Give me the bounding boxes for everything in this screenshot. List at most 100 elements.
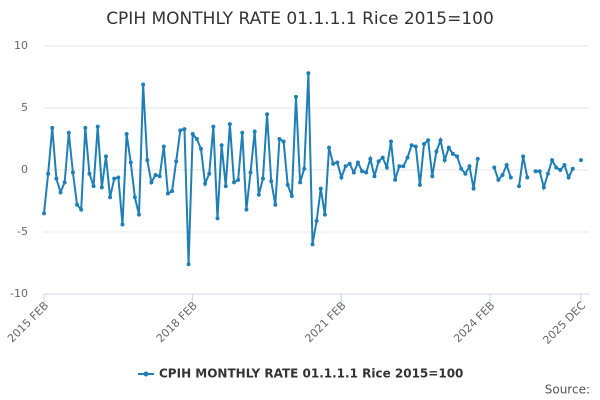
data-point xyxy=(545,171,550,176)
data-point xyxy=(355,160,360,165)
data-point xyxy=(442,158,447,163)
data-point xyxy=(153,172,158,177)
data-point xyxy=(310,242,315,247)
data-point xyxy=(108,195,113,200)
data-point xyxy=(157,174,162,179)
data-point xyxy=(75,202,80,207)
data-point xyxy=(248,170,253,175)
data-point xyxy=(467,164,472,169)
data-point xyxy=(265,112,270,117)
data-point xyxy=(314,218,319,223)
data-point xyxy=(446,145,451,150)
data-point xyxy=(298,180,303,185)
y-tick-label: -5 xyxy=(17,225,28,238)
data-point xyxy=(293,94,298,99)
x-tick-label: 2018 FEB xyxy=(154,299,200,345)
data-point xyxy=(203,181,208,186)
data-point xyxy=(533,169,538,174)
data-point xyxy=(289,194,294,199)
data-point xyxy=(112,176,117,181)
data-point xyxy=(455,154,460,159)
data-point xyxy=(256,192,261,197)
data-point xyxy=(579,158,583,163)
data-point xyxy=(66,130,71,135)
data-point xyxy=(327,145,332,150)
data-point xyxy=(236,177,241,182)
data-point xyxy=(401,164,406,169)
data-point xyxy=(223,184,228,189)
data-point xyxy=(335,160,340,165)
x-tick-label: 2015 FEB xyxy=(5,299,51,345)
data-point xyxy=(343,164,348,169)
data-point xyxy=(132,195,137,200)
data-point xyxy=(50,125,55,130)
data-point xyxy=(149,180,154,185)
data-point xyxy=(384,165,389,170)
data-point xyxy=(252,129,257,134)
data-point xyxy=(215,216,220,221)
data-point xyxy=(492,165,497,170)
data-point xyxy=(198,146,203,151)
legend-marker xyxy=(143,371,149,377)
data-point xyxy=(508,175,513,180)
data-point xyxy=(496,177,501,182)
data-point xyxy=(103,154,108,159)
data-point xyxy=(62,180,67,185)
data-point xyxy=(302,166,307,171)
data-point xyxy=(471,186,476,191)
data-point xyxy=(281,139,286,144)
y-tick-label: 5 xyxy=(21,101,28,114)
data-point xyxy=(430,174,435,179)
data-point xyxy=(211,124,216,129)
y-tick-label: 10 xyxy=(14,39,28,52)
data-point xyxy=(269,179,274,184)
data-point xyxy=(141,82,146,87)
data-point xyxy=(459,166,464,171)
data-point xyxy=(351,170,356,175)
y-tick-label: -10 xyxy=(10,287,28,300)
data-point xyxy=(46,171,51,176)
chart-title: CPIH MONTHLY RATE 01.1.1.1 Rice 2015=100 xyxy=(106,9,494,29)
data-point xyxy=(376,159,381,164)
data-point xyxy=(331,161,336,166)
data-point xyxy=(99,185,104,190)
data-point xyxy=(174,159,179,164)
data-point xyxy=(182,127,187,132)
x-tick-label: 2024 FEB xyxy=(451,299,497,345)
data-point xyxy=(186,262,191,267)
data-point xyxy=(558,168,563,172)
data-point xyxy=(91,184,96,189)
data-point xyxy=(562,163,567,168)
data-point xyxy=(463,171,468,176)
data-point xyxy=(434,149,439,154)
data-point xyxy=(83,125,88,130)
data-point xyxy=(347,161,352,166)
source: Source: xyxy=(545,383,590,397)
data-point xyxy=(360,169,365,174)
data-point xyxy=(570,166,575,171)
y-tick-label: 0 xyxy=(21,163,28,176)
data-point xyxy=(521,154,526,159)
data-point xyxy=(194,137,199,141)
data-point xyxy=(397,164,402,169)
data-point xyxy=(87,171,92,176)
data-point xyxy=(165,191,170,196)
data-point xyxy=(190,132,195,137)
data-point xyxy=(422,141,427,146)
x-tick-label: 2025 DEC xyxy=(540,299,588,347)
data-point xyxy=(124,132,129,137)
legend-label: CPIH MONTHLY RATE 01.1.1.1 Rice 2015=100 xyxy=(159,367,463,381)
data-point xyxy=(116,175,121,180)
data-point xyxy=(58,190,63,195)
data-point xyxy=(405,155,410,160)
data-point xyxy=(232,180,237,185)
data-point xyxy=(120,222,125,227)
data-point xyxy=(260,176,265,181)
data-point xyxy=(322,212,327,217)
data-point xyxy=(70,170,75,175)
data-point xyxy=(438,138,443,143)
data-point xyxy=(554,165,559,170)
data-point xyxy=(388,139,393,144)
data-point xyxy=(161,144,166,149)
